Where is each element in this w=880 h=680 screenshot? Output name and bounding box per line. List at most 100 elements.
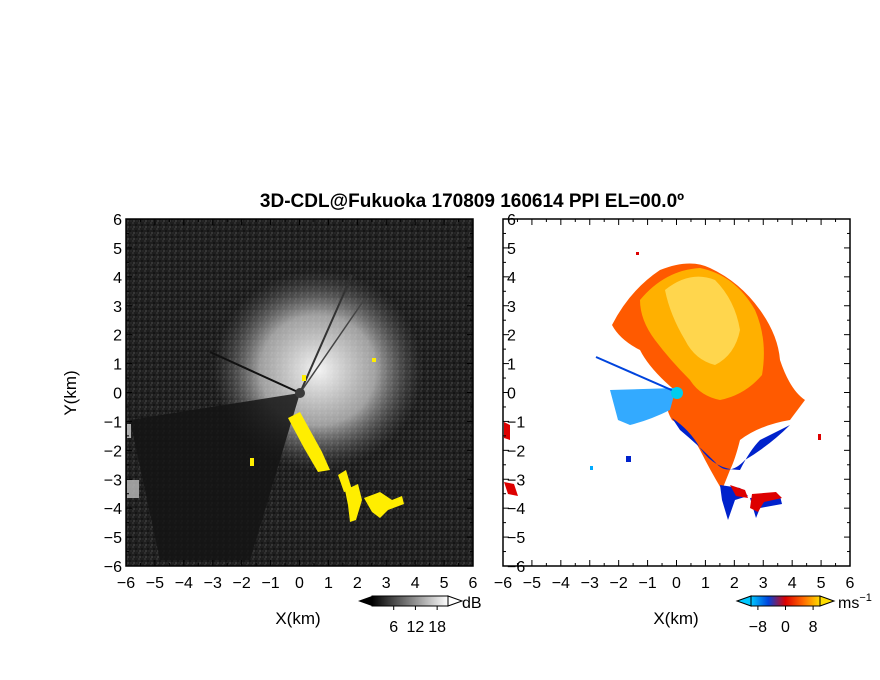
y-tick-label: −3 [507, 472, 525, 489]
reflectivity-colorbar: 6 12 18 dB [358, 595, 482, 636]
reflectivity-highlight-echo [372, 358, 376, 362]
x-tick-label: −1 [638, 575, 656, 592]
y-tick-label: −5 [104, 530, 122, 547]
y-tick-label: 6 [113, 212, 122, 229]
colorbar-unit: dB [462, 595, 482, 612]
x-tick-label: −2 [233, 575, 251, 592]
x-tick-label: −3 [581, 575, 599, 592]
velocity-scatter-point [590, 466, 593, 470]
colorbar-min-arrow [358, 596, 372, 606]
reflectivity-shadow-ray [299, 274, 353, 394]
colorbar-max-arrow [447, 595, 464, 607]
y-tick-label: 4 [113, 270, 122, 287]
x-tick-label: 2 [353, 575, 362, 592]
x-tick-label: 0 [295, 575, 304, 592]
velocity-negative-field [672, 418, 790, 470]
colorbar-gradient [750, 595, 821, 607]
y-tick-label: 6 [507, 212, 516, 229]
colorbar-gradient [371, 595, 449, 607]
y-tick-label: −6 [507, 559, 525, 576]
colorbar-tick-label: 0 [781, 619, 790, 636]
reflectivity-axes: −6 −5 −4 −3 −2 −1 0 1 2 3 4 5 6 −6 −5 −4 −3 −2 −1 0 1 2 3 4 5 6 [104, 212, 478, 592]
x-tick-label: 0 [672, 575, 681, 592]
velocity-positive-field [750, 492, 782, 512]
x-tick-label: 1 [324, 575, 333, 592]
x-tick-label: 2 [730, 575, 739, 592]
x-tick-label: 3 [382, 575, 391, 592]
x-tick-label: 5 [440, 575, 449, 592]
colorbar-tick-label: 12 [407, 619, 425, 636]
reflectivity-clutter [127, 480, 139, 498]
y-tick-label: 2 [507, 328, 516, 345]
y-tick-label: 5 [113, 241, 122, 258]
x-tick-label: 4 [788, 575, 797, 592]
x-tick-label: 1 [701, 575, 710, 592]
colorbar-tick-label: 18 [428, 619, 446, 636]
velocity-strong-positive-core [665, 276, 740, 365]
colorbar-min-arrow [735, 595, 752, 607]
x-tick-label: −2 [610, 575, 628, 592]
colorbar-unit: ms−1 [838, 592, 872, 612]
x-tick-label: 6 [846, 575, 855, 592]
x-tick-label: −5 [146, 575, 164, 592]
velocity-radial-streak [595, 356, 677, 393]
y-tick-label: 2 [113, 328, 122, 345]
x-tick-label: −4 [175, 575, 193, 592]
velocity-positive-field [730, 485, 748, 498]
reflectivity-blocked-sector [130, 393, 300, 560]
reflectivity-clutter [127, 424, 131, 438]
y-tick-label: 1 [113, 357, 122, 374]
y-tick-label: −1 [507, 414, 525, 431]
y-tick-label: −4 [104, 501, 122, 518]
x-tick-label: −3 [204, 575, 222, 592]
x-tick-label: 5 [817, 575, 826, 592]
colorbar-tick-label: 6 [389, 619, 398, 636]
x-tick-label: −6 [117, 575, 135, 592]
velocity-radar-site [671, 387, 683, 399]
colorbar-tick-label: −8 [749, 619, 767, 636]
velocity-negative-field [610, 388, 676, 425]
reflectivity-highlight-echo [345, 484, 362, 522]
y-tick-label: −3 [104, 472, 122, 489]
x-tick-label: −6 [494, 575, 512, 592]
x-tick-label: 4 [411, 575, 420, 592]
y-tick-label: −5 [507, 530, 525, 547]
y-tick-label: 5 [507, 241, 516, 258]
y-tick-label: 3 [507, 299, 516, 316]
y-tick-label: −6 [104, 559, 122, 576]
y-tick-label: 0 [507, 386, 516, 403]
y-tick-label: −1 [104, 414, 122, 431]
reflectivity-highlight-echo [364, 492, 404, 518]
y-axis-label: Y(km) [61, 370, 80, 415]
x-axis-label-right: X(km) [653, 609, 698, 628]
reflectivity-panel: −6 −5 −4 −3 −2 −1 0 1 2 3 4 5 6 −6 −5 −4 −3 −2 −1 0 1 2 3 4 5 6 [104, 212, 478, 592]
figure-title: 3D-CDL@Fukuoka 170809 160614 PPI EL=00.0… [260, 191, 684, 212]
x-tick-label: 3 [759, 575, 768, 592]
x-tick-label: −5 [523, 575, 541, 592]
x-tick-label: −1 [261, 575, 279, 592]
y-tick-label: −4 [507, 501, 525, 518]
velocity-colorbar: −8 0 8 ms−1 [735, 592, 872, 636]
reflectivity-highlight-echo [288, 412, 330, 472]
velocity-scatter-point [626, 456, 631, 462]
y-tick-label: −2 [507, 443, 525, 460]
y-tick-label: −2 [104, 443, 122, 460]
x-tick-label: 6 [469, 575, 478, 592]
y-tick-label: 3 [113, 299, 122, 316]
reflectivity-shadow-ray [209, 351, 301, 394]
x-tick-label: −4 [552, 575, 570, 592]
velocity-scatter-point [818, 434, 821, 440]
reflectivity-shadow-ray [299, 299, 365, 394]
colorbar-tick-label: 8 [809, 619, 818, 636]
reflectivity-highlight-echo [250, 458, 254, 466]
y-tick-label: 1 [507, 357, 516, 374]
colorbar-unit-base: ms [838, 595, 859, 612]
y-tick-label: 4 [507, 270, 516, 287]
colorbar-max-arrow [819, 595, 836, 607]
velocity-scatter-point [636, 252, 639, 255]
velocity-positive-field [504, 482, 518, 496]
y-tick-label: 0 [113, 386, 122, 403]
